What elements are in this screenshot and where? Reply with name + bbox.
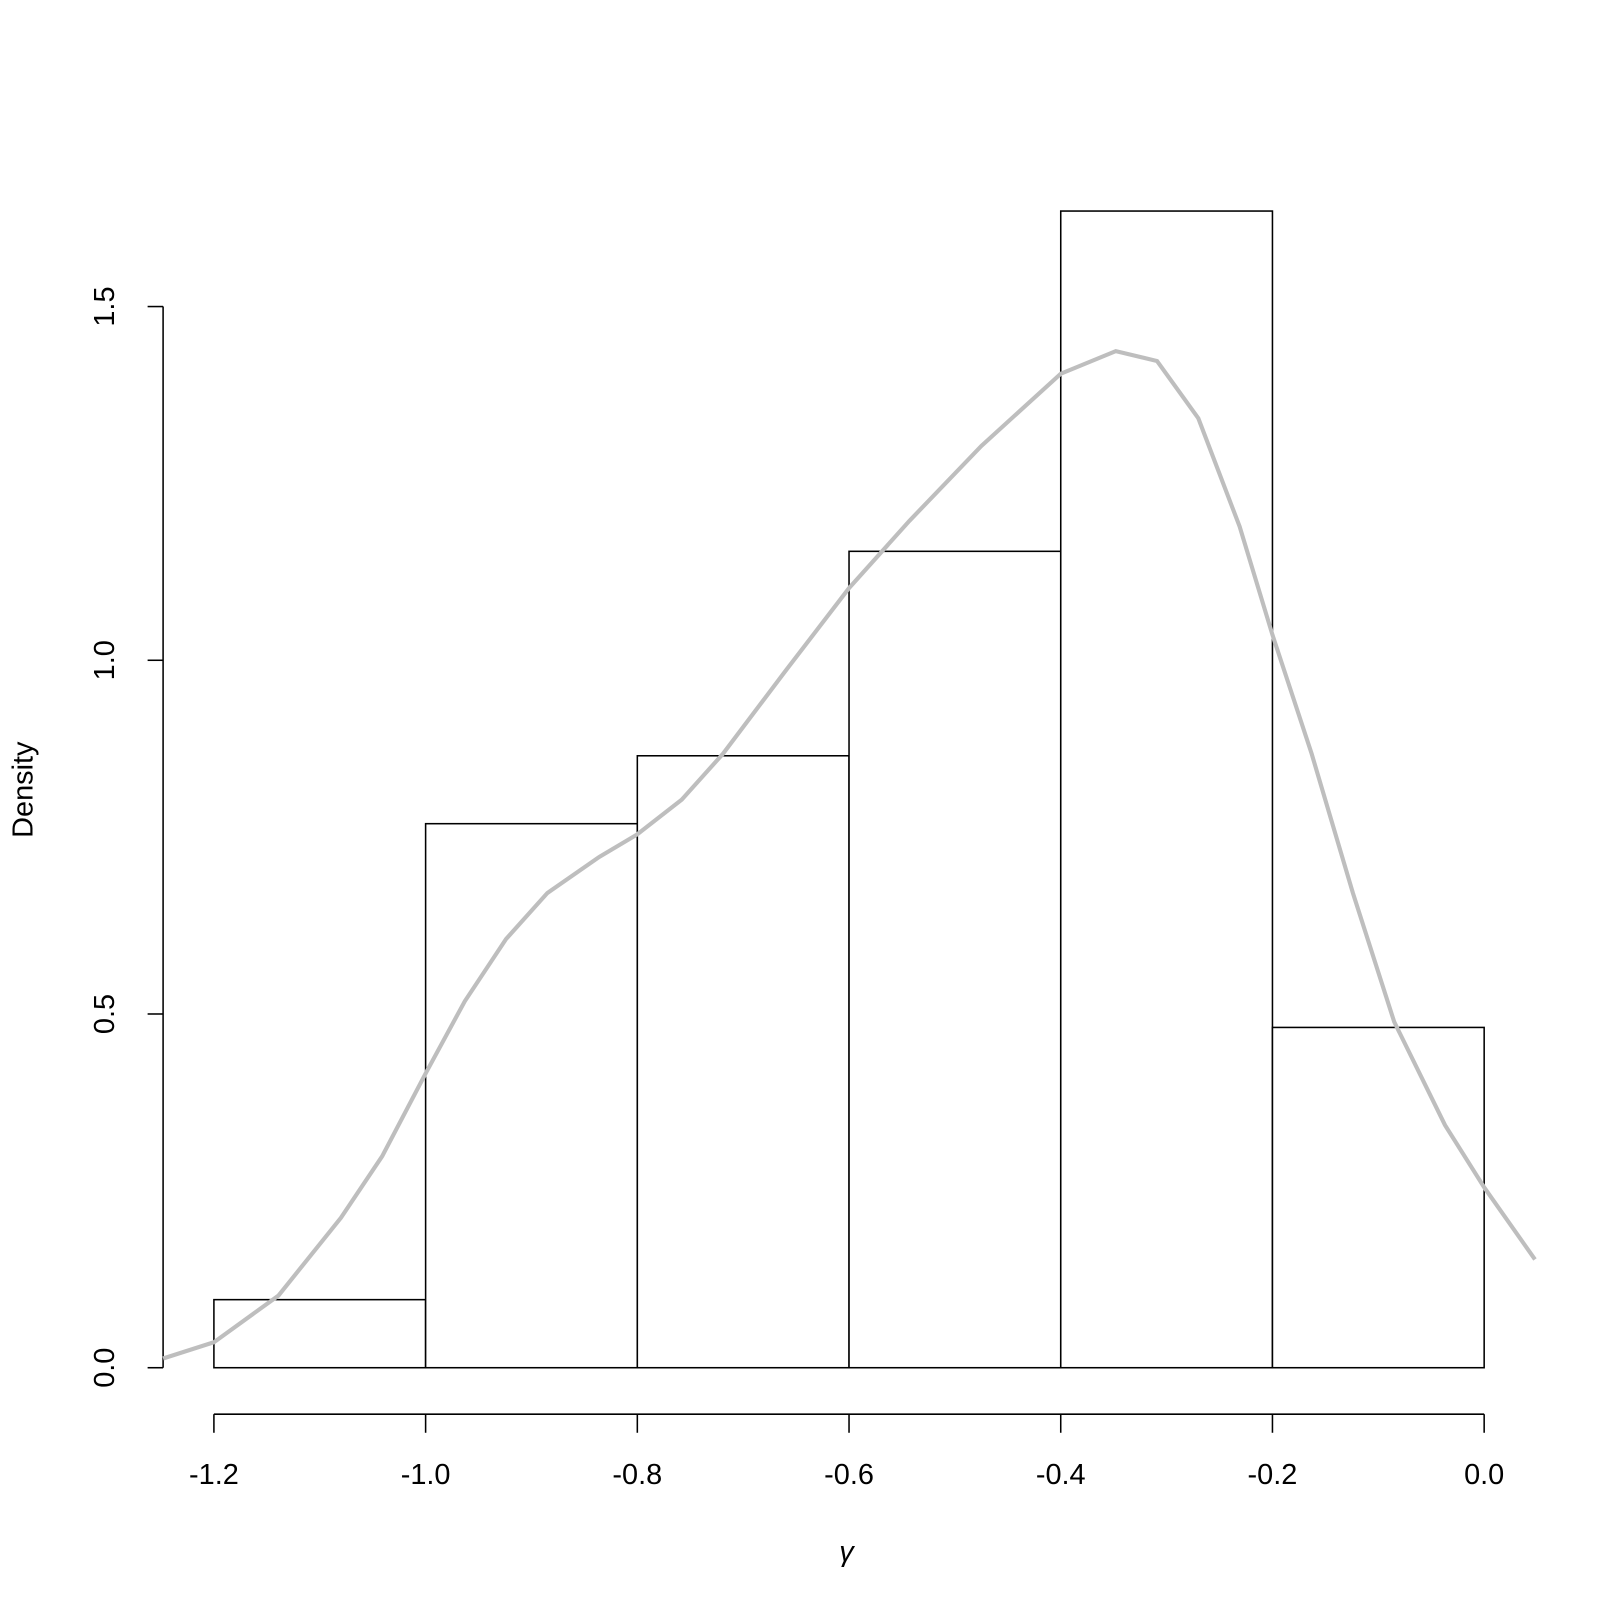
y-tick-label: 1.0 (89, 640, 121, 680)
x-tick-label: 0.0 (1464, 1459, 1504, 1491)
bar (636, 755, 850, 1369)
x-tick-label: -0.4 (1036, 1459, 1086, 1491)
y-tick-label: 1.5 (89, 286, 121, 326)
bar (424, 822, 639, 1369)
bar (213, 1298, 427, 1369)
bar (848, 550, 1062, 1369)
x-tick-label: -0.2 (1248, 1459, 1298, 1491)
x-axis-label: γ (839, 1536, 855, 1568)
x-tick-label: -0.6 (824, 1459, 874, 1491)
x-tick-label: -1.0 (401, 1459, 451, 1491)
x-tick-label: -1.2 (189, 1459, 239, 1491)
density-line (162, 348, 1537, 1361)
bar (1271, 1026, 1485, 1369)
x-tick-label: -0.8 (612, 1459, 662, 1491)
y-tick-label: 0.0 (89, 1348, 121, 1388)
y-tick-label: 0.5 (89, 994, 121, 1034)
y-axis-label: Density (7, 741, 39, 838)
bar (1059, 210, 1274, 1369)
